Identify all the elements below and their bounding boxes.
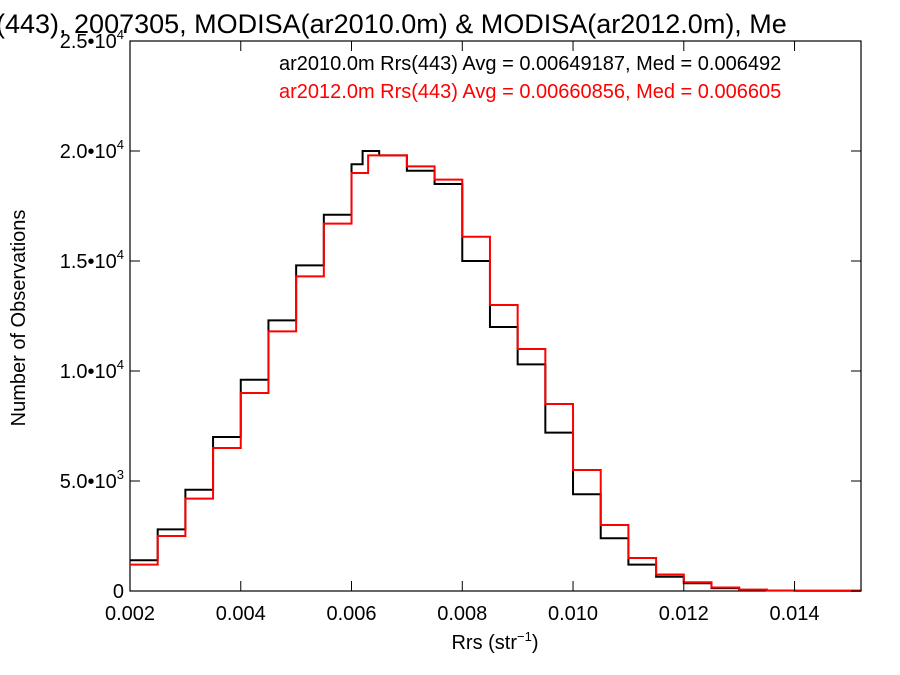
series-layer	[130, 150, 862, 592]
series-line-1	[130, 150, 862, 592]
x-tick-label: 0.012	[659, 603, 709, 625]
series-line-2	[130, 154, 862, 592]
x-axis-ticks: 0.002 0.004 0.006 0.008 0.010 0.012 0.014	[105, 41, 820, 625]
y-tick-label: 0	[113, 581, 124, 603]
x-tick-label: 0.004	[216, 603, 266, 625]
legend-entry-ar2010: ar2010.0m Rrs(443) Avg = 0.00649187, Med…	[279, 53, 781, 75]
x-tick-label: 0.006	[326, 603, 376, 625]
y-tick-label: 1.0•104	[60, 357, 124, 383]
x-axis-label-superscript: −1	[517, 629, 532, 644]
y-axis-ticks: 0 5.0•103 1.0•104 1.5•104 2.0•104 2.5•104	[60, 27, 861, 603]
x-axis-label: Rrs (str−1)	[451, 629, 538, 654]
y-tick-label: 2.0•104	[60, 137, 124, 163]
x-tick-label: 0.014	[770, 603, 820, 625]
x-tick-label: 0.008	[437, 603, 487, 625]
y-tick-label: 1.5•104	[60, 247, 124, 273]
chart-title: (443), 2007305, MODISA(ar2010.0m) & MODI…	[0, 9, 787, 39]
plot-frame	[129, 40, 862, 592]
x-tick-label: 0.010	[548, 603, 598, 625]
y-tick-label: 2.5•104	[60, 27, 124, 53]
x-tick-label: 0.002	[105, 603, 155, 625]
legend-entry-ar2012: ar2012.0m Rrs(443) Avg = 0.00660856, Med…	[279, 81, 781, 103]
y-tick-label: 5.0•103	[60, 467, 124, 493]
y-axis-label: Number of Observations	[8, 210, 30, 427]
